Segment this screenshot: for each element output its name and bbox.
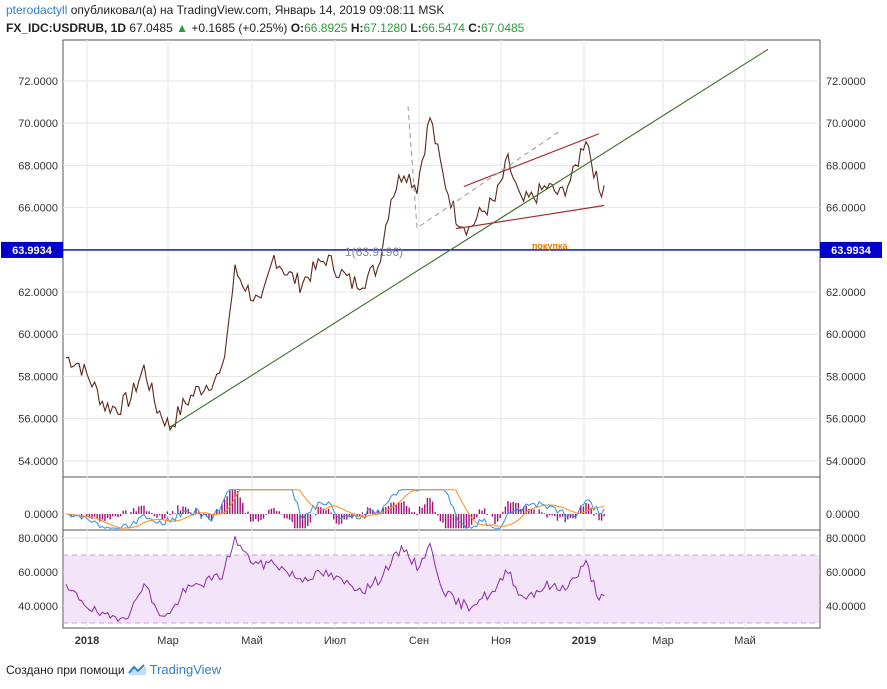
y-tick-label-right: 72.0000 [826,76,866,88]
y-tick-label-left: 72.0000 [18,76,58,88]
tradingview-brand[interactable]: TradingView [149,662,222,677]
channel-lower-line [455,204,605,230]
rsi-tick-left: 80.0000 [18,533,58,545]
y-tick-label-left: 68.0000 [18,160,58,172]
y-tick-label-right: 66.0000 [826,203,866,215]
high-label: H: [350,21,364,35]
footer: Создано при помощи TradingView [6,662,221,677]
macd-tick-right: 0.0000 [826,509,860,521]
close-label: C: [468,21,481,35]
rsi-tick-left: 40.0000 [18,601,58,613]
x-tick-label: Мар [157,635,179,647]
open-value: 66.8925 [304,21,348,35]
high-value: 67.1280 [363,21,407,35]
hline-label-left-bg [1,241,63,258]
symbol-label: FX_IDC:USDRUB, 1D [6,21,127,35]
rsi-tick-right: 40.0000 [826,601,866,613]
tradingview-logo-icon [127,662,150,677]
low-label: L: [410,21,422,35]
close-value: 67.0485 [480,21,525,35]
rsi-line [65,536,605,623]
price-series-line [65,116,605,432]
ohlc-line: FX_IDC:USDRUB, 1D 67.0485 ▲ +0.1685 (+0.… [6,21,524,35]
macd-line [66,489,605,529]
publish-line: pterodactyll опубликовал(а) на TradingVi… [6,3,444,17]
x-tick-label: Май [241,635,263,647]
y-tick-label-right: 70.0000 [826,118,866,130]
fib-level-label: 1(63.9196) [345,245,403,259]
x-tick-label: 2018 [75,635,99,647]
rsi-pane-border [62,529,821,629]
x-tick-label: Май [734,635,756,647]
hline-label-right: 63.9934 [831,245,872,257]
series-lines [63,48,820,623]
open-label: O: [290,21,305,35]
author-link[interactable]: pterodactyll [6,3,68,17]
y-axis-labels: 54.0000 54.0000 56.0000 56.0000 58.0000 58.00… [18,76,866,613]
hline-label-right-bg [820,241,882,258]
x-tick-label: 2019 [572,635,596,647]
chart-area[interactable]: 54.0000 54.0000 56.0000 56.0000 58.0000 58.00… [0,0,887,650]
channel-upper-line [463,133,600,188]
last-price: 67.0485 [129,21,173,35]
y-tick-label-right: 54.0000 [826,456,866,468]
y-tick-label-left: 60.0000 [18,329,58,341]
rsi-tick-right: 80.0000 [826,533,866,545]
y-tick-label-left: 62.0000 [18,287,58,299]
x-tick-label: Мар [652,635,674,647]
macd-signal-line [66,489,605,529]
y-tick-label-right: 56.0000 [826,414,866,426]
y-tick-label-left: 66.0000 [18,203,58,215]
created-text: Создано при помощи [6,663,125,677]
macd-pane-border [62,476,821,531]
y-tick-label-right: 58.0000 [826,371,866,383]
grid [63,40,820,628]
fib-dashed-line [407,105,561,229]
macd-tick-left: 0.0000 [24,509,58,521]
rsi-tick-left: 60.0000 [18,567,58,579]
y-tick-label-left: 58.0000 [18,371,58,383]
y-tick-label-left: 70.0000 [18,118,58,130]
low-value: 66.5474 [421,21,465,35]
up-arrow-icon: ▲ [176,21,188,35]
rsi-tick-right: 60.0000 [826,567,866,579]
buy-annotation: покупка [532,241,568,251]
hline-label-left: 63.9934 [12,245,53,257]
y-tick-label-right: 60.0000 [826,329,866,341]
annotations: 63.9934 63.9934 1(63.9196) покупка [1,241,882,259]
x-tick-label: Ноя [491,635,511,647]
x-tick-label: Сен [409,635,429,647]
publish-text: опубликовал(а) на TradingView.com, Январ… [70,3,445,17]
trend-line [169,48,769,428]
y-tick-label-left: 54.0000 [18,456,58,468]
x-axis-labels: 2018 Мар Май Июл Сен Ноя 2019 Мар Май [75,635,756,647]
y-tick-label-right: 62.0000 [826,287,866,299]
change-value: +0.1685 (+0.25%) [191,21,288,35]
price-pane-border [62,39,821,478]
x-tick-label: Июл [324,635,346,647]
y-tick-label-right: 68.0000 [826,160,866,172]
y-tick-label-left: 56.0000 [18,414,58,426]
